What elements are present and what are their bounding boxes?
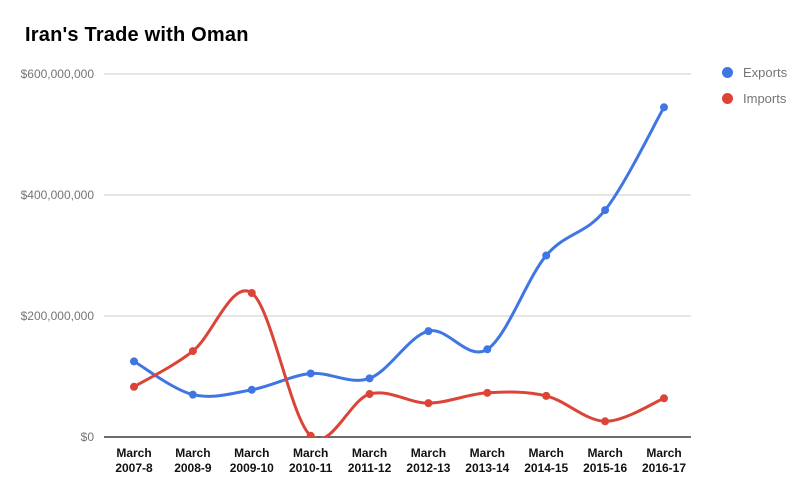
x-axis-tick-label: March 2010-11 xyxy=(289,446,333,475)
data-point-exports[interactable] xyxy=(130,357,138,366)
data-point-exports[interactable] xyxy=(660,103,668,112)
data-point-imports[interactable] xyxy=(660,394,668,403)
x-axis-tick-label: March 2009-10 xyxy=(230,446,274,475)
data-point-imports[interactable] xyxy=(130,382,138,391)
data-point-imports[interactable] xyxy=(601,417,610,426)
legend-dot-icon xyxy=(722,93,733,104)
x-axis-tick-label: March 2012-13 xyxy=(406,446,450,475)
y-axis-tick-label: $200,000,000 xyxy=(21,309,95,323)
data-point-exports[interactable] xyxy=(247,385,256,394)
x-axis-tick-label: March 2014-15 xyxy=(524,446,568,475)
chart-title: Iran's Trade with Oman xyxy=(25,24,249,46)
data-point-exports[interactable] xyxy=(542,251,551,260)
data-point-imports[interactable] xyxy=(306,431,315,440)
data-point-imports[interactable] xyxy=(247,289,256,298)
series-line-imports xyxy=(132,289,666,438)
x-axis-tick-label: March 2008-9 xyxy=(174,446,212,475)
data-point-exports[interactable] xyxy=(188,390,197,399)
series-layer xyxy=(130,103,668,440)
y-axis-tick-label: $400,000,000 xyxy=(21,188,95,202)
grid-layer xyxy=(104,73,691,438)
legend-item-exports[interactable]: Exports xyxy=(722,65,787,80)
legend-label: Exports xyxy=(743,65,788,80)
x-axis-tick-label: March 2013-14 xyxy=(465,446,509,475)
data-point-exports[interactable] xyxy=(306,369,315,378)
data-point-imports[interactable] xyxy=(365,390,374,399)
axis-label-layer: $0 $200,000,000 $400,000,000 $600,000,000 Ma… xyxy=(21,67,687,475)
x-axis-tick-label: March 2015-16 xyxy=(583,446,627,475)
data-point-exports[interactable] xyxy=(483,345,492,354)
x-axis-tick-label: March 2016-17 xyxy=(642,446,686,475)
y-axis-tick-label: $0 xyxy=(81,430,95,444)
legend: Exports Imports xyxy=(722,65,787,117)
legend-item-imports[interactable]: Imports xyxy=(722,91,787,106)
data-point-imports[interactable] xyxy=(188,347,197,356)
data-point-exports[interactable] xyxy=(601,206,610,215)
data-point-exports[interactable] xyxy=(424,327,433,336)
data-point-imports[interactable] xyxy=(424,399,433,408)
legend-dot-icon xyxy=(722,67,733,78)
series-line-exports xyxy=(132,105,666,398)
x-axis-tick-label: March 2007-8 xyxy=(115,446,153,475)
data-point-imports[interactable] xyxy=(542,391,551,400)
data-point-exports[interactable] xyxy=(365,374,374,383)
data-point-imports[interactable] xyxy=(483,388,492,397)
x-axis-tick-label: March 2011-12 xyxy=(348,446,392,475)
legend-label: Imports xyxy=(743,91,787,106)
y-axis-tick-label: $600,000,000 xyxy=(21,67,95,81)
